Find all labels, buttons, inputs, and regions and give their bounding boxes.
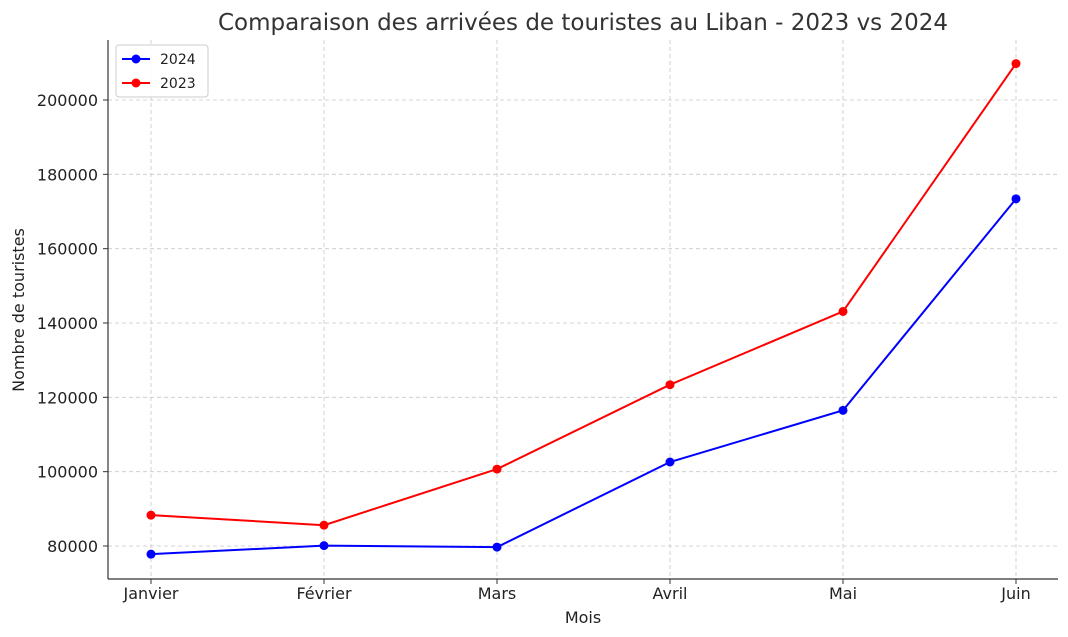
y-tick-label: 120000 [37,388,98,407]
data-point [319,520,329,530]
y-tick-label: 80000 [47,537,98,556]
data-point [492,542,502,552]
chart-title: Comparaison des arrivées de touristes au… [218,10,948,36]
data-point [838,405,848,415]
series-2023 [146,59,1021,530]
data-point [319,541,329,551]
data-point [146,510,156,520]
legend-label: 2023 [160,76,196,92]
y-tick-label: 140000 [37,314,98,333]
y-tick-label: 160000 [37,240,98,259]
y-axis-ticks: 80000 100000 120000 140000 160000 180000 20000… [37,91,108,556]
y-tick-label: 100000 [37,463,98,482]
y-tick-label: 180000 [37,165,98,184]
x-axis-ticks: Janvier Février Mars Avril Mai Juin [123,579,1031,603]
legend-label: 2024 [160,52,196,68]
x-tick-label: Février [296,584,352,603]
legend-marker [131,54,141,64]
x-tick-label: Mars [478,584,517,603]
data-point [146,549,156,559]
x-tick-label: Mai [829,584,857,603]
legend-marker [131,78,141,88]
legend: 2024 2023 [115,44,209,98]
data-point [1011,59,1021,69]
y-tick-label: 200000 [37,91,98,110]
series-2024 [146,194,1021,559]
x-tick-label: Janvier [123,584,179,603]
x-axis-label: Mois [565,608,601,627]
x-tick-label: Avril [653,584,688,603]
data-point [838,306,848,316]
x-tick-label: Juin [1000,584,1030,603]
grid-lines [108,40,1058,579]
data-point [492,464,502,474]
data-point [1011,194,1021,204]
data-point [665,380,675,390]
data-series [146,59,1021,559]
data-point [665,457,675,467]
y-axis-label: Nombre de touristes [9,228,28,392]
